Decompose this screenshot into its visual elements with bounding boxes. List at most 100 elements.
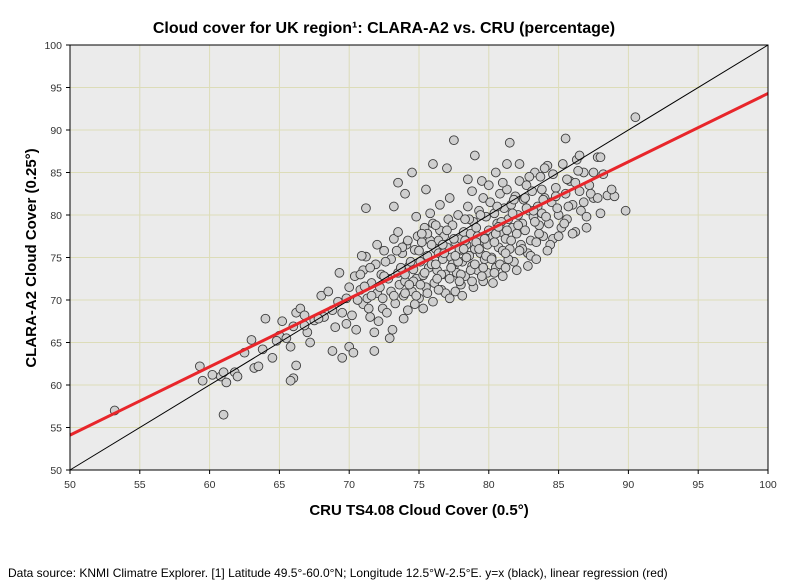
data-point — [422, 288, 433, 299]
data-point — [379, 245, 389, 256]
data-point — [485, 197, 496, 208]
data-point — [351, 324, 362, 335]
data-point — [285, 341, 296, 352]
data-point — [197, 375, 208, 386]
data-point — [574, 150, 585, 161]
data-point — [327, 346, 338, 356]
data-point — [461, 252, 472, 263]
data-point — [476, 176, 487, 186]
data-point — [581, 211, 592, 222]
data-point — [337, 352, 348, 363]
data-point — [552, 203, 563, 214]
data-point — [419, 267, 430, 278]
data-point — [344, 282, 355, 293]
data-point — [444, 273, 455, 284]
data-point — [389, 290, 399, 301]
data-point — [592, 193, 603, 203]
data-point — [475, 210, 486, 220]
data-point — [428, 159, 438, 169]
data-point — [285, 375, 296, 386]
data-point — [387, 324, 398, 335]
data-point — [553, 231, 564, 242]
data-point — [562, 174, 572, 185]
y-tick-label: 100 — [44, 40, 62, 52]
data-point — [450, 286, 461, 297]
data-point — [334, 267, 345, 278]
data-point — [534, 228, 544, 239]
y-tick-label: 70 — [50, 295, 62, 307]
data-point — [316, 290, 327, 301]
data-point — [393, 227, 403, 237]
data-point — [363, 303, 374, 314]
data-point — [430, 259, 441, 270]
data-point — [418, 303, 429, 314]
data-point — [548, 169, 558, 180]
data-point — [377, 293, 388, 304]
data-point — [581, 222, 592, 233]
data-point — [421, 184, 431, 195]
data-point — [559, 218, 570, 229]
data-point — [535, 171, 546, 182]
y-tick-label: 50 — [50, 465, 62, 477]
data-point — [578, 197, 589, 208]
data-point — [365, 312, 375, 322]
x-tick-label: 70 — [343, 479, 355, 491]
data-point — [588, 167, 599, 178]
data-point — [531, 254, 542, 265]
data-point — [576, 205, 586, 216]
data-point — [557, 159, 568, 169]
data-point — [536, 184, 547, 195]
data-point — [497, 271, 508, 282]
data-point — [232, 371, 243, 382]
data-point — [595, 152, 606, 163]
data-point — [444, 293, 455, 304]
y-tick-label: 95 — [50, 83, 62, 95]
data-point — [365, 262, 375, 273]
data-point — [476, 271, 487, 282]
y-tick-label: 65 — [50, 338, 62, 350]
data-point — [530, 216, 540, 227]
data-point — [458, 244, 469, 254]
data-point — [486, 254, 497, 265]
data-point — [330, 322, 341, 333]
data-point — [585, 188, 596, 199]
data-point — [398, 313, 409, 324]
data-point — [426, 239, 437, 250]
data-point — [207, 369, 218, 380]
data-point — [502, 225, 512, 236]
data-point — [361, 203, 371, 214]
data-point — [514, 159, 525, 169]
data-point — [355, 269, 366, 280]
data-point — [391, 245, 402, 256]
data-point — [463, 174, 473, 185]
plot-border — [69, 44, 769, 471]
x-tick-label: 80 — [483, 479, 495, 491]
y-tick-label: 60 — [50, 380, 62, 392]
y-tick-label: 75 — [50, 253, 62, 265]
data-point — [542, 245, 553, 256]
data-point — [595, 208, 606, 219]
data-point — [347, 310, 357, 321]
data-point — [407, 167, 417, 178]
regression-line — [69, 92, 769, 437]
data-point — [453, 210, 463, 220]
reference-line-y-equals-x — [69, 44, 769, 471]
data-point — [524, 171, 535, 182]
data-point — [411, 211, 422, 222]
data-point — [425, 208, 436, 219]
data-point — [531, 237, 542, 248]
x-tick-label: 85 — [553, 479, 565, 491]
y-tick-label: 55 — [50, 423, 62, 435]
data-point — [444, 193, 455, 203]
x-tick-label: 100 — [759, 479, 777, 491]
data-point — [409, 299, 420, 310]
data-point — [504, 137, 515, 148]
data-point — [523, 261, 533, 271]
data-point — [414, 245, 424, 256]
data-point — [454, 276, 465, 287]
data-point — [428, 296, 438, 307]
data-point — [366, 290, 377, 301]
data-source-footnote: Data source: KNMI Climatre Explorer. [1]… — [8, 566, 668, 580]
data-point — [497, 177, 508, 188]
x-tick-label: 75 — [413, 479, 425, 491]
